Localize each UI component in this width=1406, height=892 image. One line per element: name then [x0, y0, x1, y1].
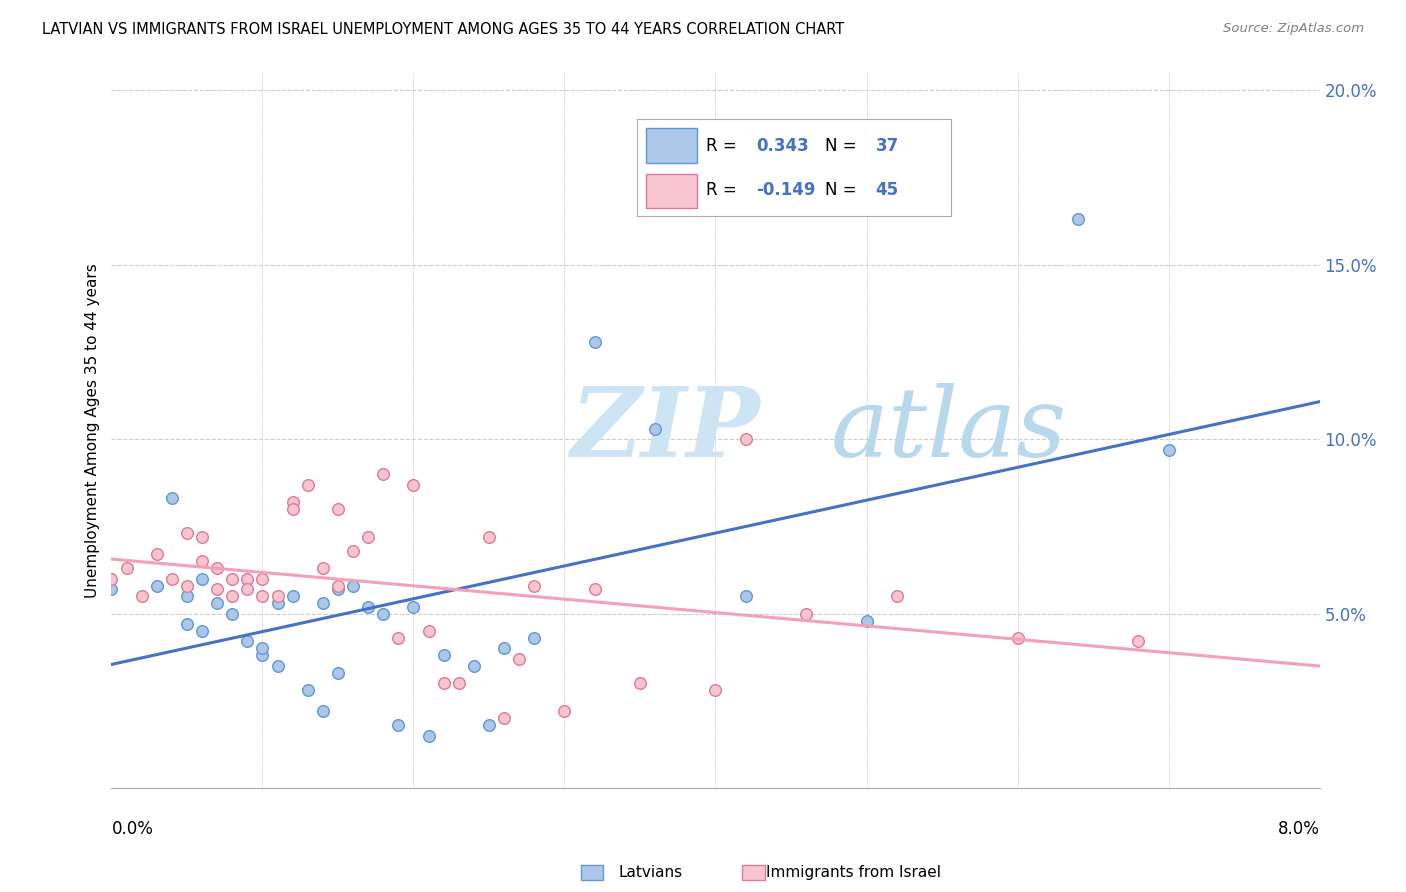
- Point: [236, 634, 259, 648]
- Point: [160, 491, 183, 506]
- Point: [402, 477, 425, 491]
- Point: [191, 624, 214, 638]
- Point: [326, 665, 349, 680]
- Text: Latvians: Latvians: [619, 865, 683, 880]
- Text: 0.0%: 0.0%: [111, 820, 153, 838]
- Point: [418, 624, 440, 638]
- Point: [281, 502, 304, 516]
- Point: [886, 589, 908, 603]
- Point: [145, 547, 167, 561]
- Point: [1007, 631, 1029, 645]
- Point: [704, 683, 727, 698]
- Point: [236, 572, 259, 586]
- Point: [794, 607, 817, 621]
- Point: [252, 572, 274, 586]
- Point: [176, 526, 198, 541]
- Text: Immigrants from Israel: Immigrants from Israel: [766, 865, 941, 880]
- Point: [131, 589, 153, 603]
- Point: [281, 589, 304, 603]
- Y-axis label: Unemployment Among Ages 35 to 44 years: Unemployment Among Ages 35 to 44 years: [86, 263, 100, 598]
- Point: [100, 572, 122, 586]
- Point: [402, 599, 425, 614]
- Text: 8.0%: 8.0%: [1278, 820, 1320, 838]
- Point: [342, 543, 364, 558]
- Point: [176, 589, 198, 603]
- Point: [326, 582, 349, 596]
- Point: [205, 561, 228, 575]
- Point: [100, 582, 122, 596]
- Point: [478, 530, 501, 544]
- Point: [312, 561, 335, 575]
- Point: [387, 718, 409, 732]
- Point: [266, 596, 288, 610]
- Point: [494, 641, 516, 656]
- Point: [266, 589, 288, 603]
- Point: [433, 676, 456, 690]
- Point: [297, 477, 319, 491]
- Point: [236, 582, 259, 596]
- Point: [583, 334, 606, 349]
- Point: [373, 467, 395, 481]
- Point: [312, 704, 335, 718]
- Text: ZIP: ZIP: [571, 384, 761, 477]
- Point: [433, 648, 456, 663]
- Point: [221, 607, 243, 621]
- Point: [160, 572, 183, 586]
- Point: [176, 579, 198, 593]
- Point: [494, 711, 516, 725]
- Point: [447, 676, 470, 690]
- Point: [357, 599, 380, 614]
- Point: [326, 579, 349, 593]
- Point: [373, 607, 395, 621]
- Point: [463, 659, 485, 673]
- Point: [176, 617, 198, 632]
- Point: [478, 718, 501, 732]
- Point: [1128, 634, 1150, 648]
- Point: [252, 589, 274, 603]
- Point: [628, 676, 651, 690]
- Point: [734, 432, 756, 446]
- Point: [418, 729, 440, 743]
- Point: [553, 704, 575, 718]
- Point: [387, 631, 409, 645]
- Point: [1067, 212, 1090, 227]
- Point: [508, 652, 530, 666]
- Point: [252, 648, 274, 663]
- Point: [191, 530, 214, 544]
- Point: [266, 659, 288, 673]
- Point: [115, 561, 138, 575]
- Text: LATVIAN VS IMMIGRANTS FROM ISRAEL UNEMPLOYMENT AMONG AGES 35 TO 44 YEARS CORRELA: LATVIAN VS IMMIGRANTS FROM ISRAEL UNEMPL…: [42, 22, 845, 37]
- Point: [523, 631, 546, 645]
- Point: [297, 683, 319, 698]
- Point: [252, 641, 274, 656]
- Point: [1157, 442, 1180, 457]
- Point: [191, 554, 214, 568]
- Point: [221, 572, 243, 586]
- Point: [191, 572, 214, 586]
- Point: [281, 495, 304, 509]
- Text: atlas: atlas: [831, 384, 1066, 477]
- Point: [312, 596, 335, 610]
- Point: [205, 582, 228, 596]
- Point: [145, 579, 167, 593]
- Point: [583, 582, 606, 596]
- Point: [855, 614, 877, 628]
- Point: [357, 530, 380, 544]
- Point: [644, 422, 666, 436]
- Point: [523, 579, 546, 593]
- Point: [326, 502, 349, 516]
- Point: [342, 579, 364, 593]
- Point: [734, 589, 756, 603]
- Text: Source: ZipAtlas.com: Source: ZipAtlas.com: [1223, 22, 1364, 36]
- Point: [221, 589, 243, 603]
- Point: [205, 596, 228, 610]
